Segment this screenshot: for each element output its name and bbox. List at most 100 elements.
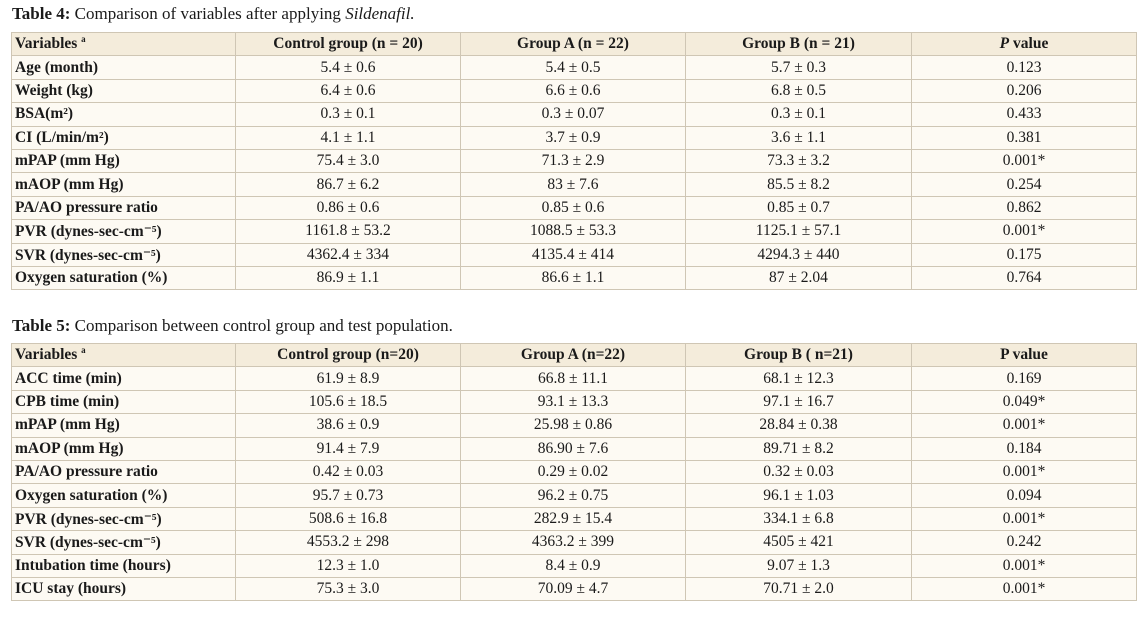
value-cell: 4363.2 ± 399: [460, 530, 686, 555]
value-cell: 0.433: [911, 102, 1137, 127]
value-cell: 0.3 ± 0.1: [685, 102, 912, 127]
value-cell: 70.09 ± 4.7: [460, 576, 686, 602]
value-cell: 0.049*: [911, 389, 1137, 415]
value-cell: 0.169: [911, 366, 1137, 391]
value-cell: 0.001*: [911, 219, 1137, 244]
table4-caption-label: Table 4:: [12, 4, 71, 23]
value-cell: 5.4 ± 0.6: [235, 55, 461, 80]
value-cell: 4135.4 ± 414: [460, 242, 686, 267]
value-cell: 85.5 ± 8.2: [685, 172, 912, 197]
value-cell: 334.1 ± 6.8: [685, 506, 912, 532]
table4-header-group-a: Group A (n = 22): [460, 31, 686, 57]
value-cell: 0.3 ± 0.07: [460, 102, 686, 127]
table5-header-superscript: a: [81, 345, 86, 356]
table5-header-p-value: P value: [911, 342, 1137, 368]
variable-cell: SVR (dynes-sec-cm⁻⁵): [11, 242, 236, 267]
value-cell: 66.8 ± 11.1: [460, 366, 686, 391]
variable-cell: PA/AO pressure ratio: [11, 459, 236, 485]
table-row: mPAP (mm Hg) 38.6 ± 0.9 25.98 ± 0.86 28.84 …: [11, 413, 1137, 438]
variable-cell: CI (L/min/m²): [11, 125, 236, 150]
value-cell: 4294.3 ± 440: [685, 242, 912, 267]
value-cell: 4505 ± 421: [685, 530, 912, 555]
value-cell: 282.9 ± 15.4: [460, 506, 686, 532]
value-cell: 0.42 ± 0.03: [235, 459, 461, 485]
variable-cell: Intubation time (hours): [11, 553, 236, 578]
value-cell: 28.84 ± 0.38: [685, 413, 912, 438]
value-cell: 95.7 ± 0.73: [235, 483, 461, 508]
table4-header-superscript: a: [81, 34, 86, 45]
table5-header-group-b: Group B ( n=21): [685, 342, 912, 368]
table-row: PA/AO pressure ratio 0.42 ± 0.03 0.29 ± 0.…: [11, 459, 1137, 485]
table-row: PVR (dynes-sec-cm⁻⁵) 1161.8 ± 53.2 1088.5 …: [11, 219, 1137, 244]
table5-caption-label: Table 5:: [12, 316, 71, 335]
value-cell: 0.86 ± 0.6: [235, 195, 461, 221]
value-cell: 6.8 ± 0.5: [685, 78, 912, 104]
variable-cell: Age (month): [11, 55, 236, 80]
value-cell: 4553.2 ± 298: [235, 530, 461, 555]
table5-header-control: Control group (n=20): [235, 342, 461, 368]
table-row: SVR (dynes-sec-cm⁻⁵) 4553.2 ± 298 4363.2 ±…: [11, 530, 1137, 555]
table-row: mAOP (mm Hg) 91.4 ± 7.9 86.90 ± 7.6 89.71 ±…: [11, 436, 1137, 461]
value-cell: 0.001*: [911, 148, 1137, 174]
table-row: Oxygen saturation (%) 95.7 ± 0.73 96.2 ± 0…: [11, 483, 1137, 508]
variable-cell: PVR (dynes-sec-cm⁻⁵): [11, 506, 236, 532]
table-row: Age (month) 5.4 ± 0.6 5.4 ± 0.5 5.7 ± 0.3 0.…: [11, 55, 1137, 80]
table4-caption-text: Comparison of variables after applying: [70, 4, 346, 23]
table4-caption-italic: Sildenafil.: [345, 4, 415, 23]
table-row: ICU stay (hours) 75.3 ± 3.0 70.09 ± 4.7 70.…: [11, 576, 1137, 602]
value-cell: 0.001*: [911, 413, 1137, 438]
table4-caption: Table 4: Comparison of variables after a…: [12, 4, 415, 24]
table-row: ACC time (min) 61.9 ± 8.9 66.8 ± 11.1 68.1 …: [11, 366, 1137, 391]
variable-cell: Oxygen saturation (%): [11, 483, 236, 508]
table-row: Intubation time (hours) 12.3 ± 1.0 8.4 ± 0…: [11, 553, 1137, 578]
variable-cell: CPB time (min): [11, 389, 236, 415]
value-cell: 0.206: [911, 78, 1137, 104]
variable-cell: PVR (dynes-sec-cm⁻⁵): [11, 219, 236, 244]
value-cell: 12.3 ± 1.0: [235, 553, 461, 578]
table-row: Oxygen saturation (%) 86.9 ± 1.1 86.6 ± 1.…: [11, 265, 1137, 291]
table4-header-group-b: Group B (n = 21): [685, 31, 912, 57]
value-cell: 0.85 ± 0.7: [685, 195, 912, 221]
value-cell: 38.6 ± 0.9: [235, 413, 461, 438]
table5-header-variables: Variables a: [11, 342, 236, 368]
table5-header-row: Variables a Control group (n=20) Group A…: [11, 342, 1137, 368]
variable-cell: BSA(m²): [11, 102, 236, 127]
value-cell: 61.9 ± 8.9: [235, 366, 461, 391]
value-cell: 0.862: [911, 195, 1137, 221]
value-cell: 6.6 ± 0.6: [460, 78, 686, 104]
table-row: mAOP (mm Hg) 86.7 ± 6.2 83 ± 7.6 85.5 ± 8.2…: [11, 172, 1137, 197]
variable-cell: PA/AO pressure ratio: [11, 195, 236, 221]
table4-header-p-value: P value: [911, 31, 1137, 57]
table5-caption: Table 5: Comparison between control grou…: [12, 316, 453, 336]
value-cell: 1161.8 ± 53.2: [235, 219, 461, 244]
value-cell: 4362.4 ± 334: [235, 242, 461, 267]
table4-header-control: Control group (n = 20): [235, 31, 461, 57]
table4-header-p-italic: P: [999, 35, 1010, 53]
variable-cell: mPAP (mm Hg): [11, 148, 236, 174]
value-cell: 0.242: [911, 530, 1137, 555]
value-cell: 0.184: [911, 436, 1137, 461]
value-cell: 97.1 ± 16.7: [685, 389, 912, 415]
variable-cell: mPAP (mm Hg): [11, 413, 236, 438]
value-cell: 4.1 ± 1.1: [235, 125, 461, 150]
value-cell: 0.381: [911, 125, 1137, 150]
table5-header-group-a: Group A (n=22): [460, 342, 686, 368]
value-cell: 0.3 ± 0.1: [235, 102, 461, 127]
value-cell: 75.3 ± 3.0: [235, 576, 461, 602]
value-cell: 86.6 ± 1.1: [460, 265, 686, 291]
table4: Variables a Control group (n = 20) Group…: [11, 31, 1137, 291]
value-cell: 0.123: [911, 55, 1137, 80]
table-row: PVR (dynes-sec-cm⁻⁵) 508.6 ± 16.8 282.9 ± …: [11, 506, 1137, 532]
value-cell: 3.6 ± 1.1: [685, 125, 912, 150]
value-cell: 0.32 ± 0.03: [685, 459, 912, 485]
value-cell: 91.4 ± 7.9: [235, 436, 461, 461]
variable-cell: ACC time (min): [11, 366, 236, 391]
value-cell: 86.7 ± 6.2: [235, 172, 461, 197]
value-cell: 93.1 ± 13.3: [460, 389, 686, 415]
table4-header-row: Variables a Control group (n = 20) Group…: [11, 31, 1137, 57]
table4-header-variables: Variables a: [11, 31, 236, 57]
value-cell: 96.2 ± 0.75: [460, 483, 686, 508]
variable-cell: mAOP (mm Hg): [11, 436, 236, 461]
value-cell: 3.7 ± 0.9: [460, 125, 686, 150]
table-row: PA/AO pressure ratio 0.86 ± 0.6 0.85 ± 0.6…: [11, 195, 1137, 221]
